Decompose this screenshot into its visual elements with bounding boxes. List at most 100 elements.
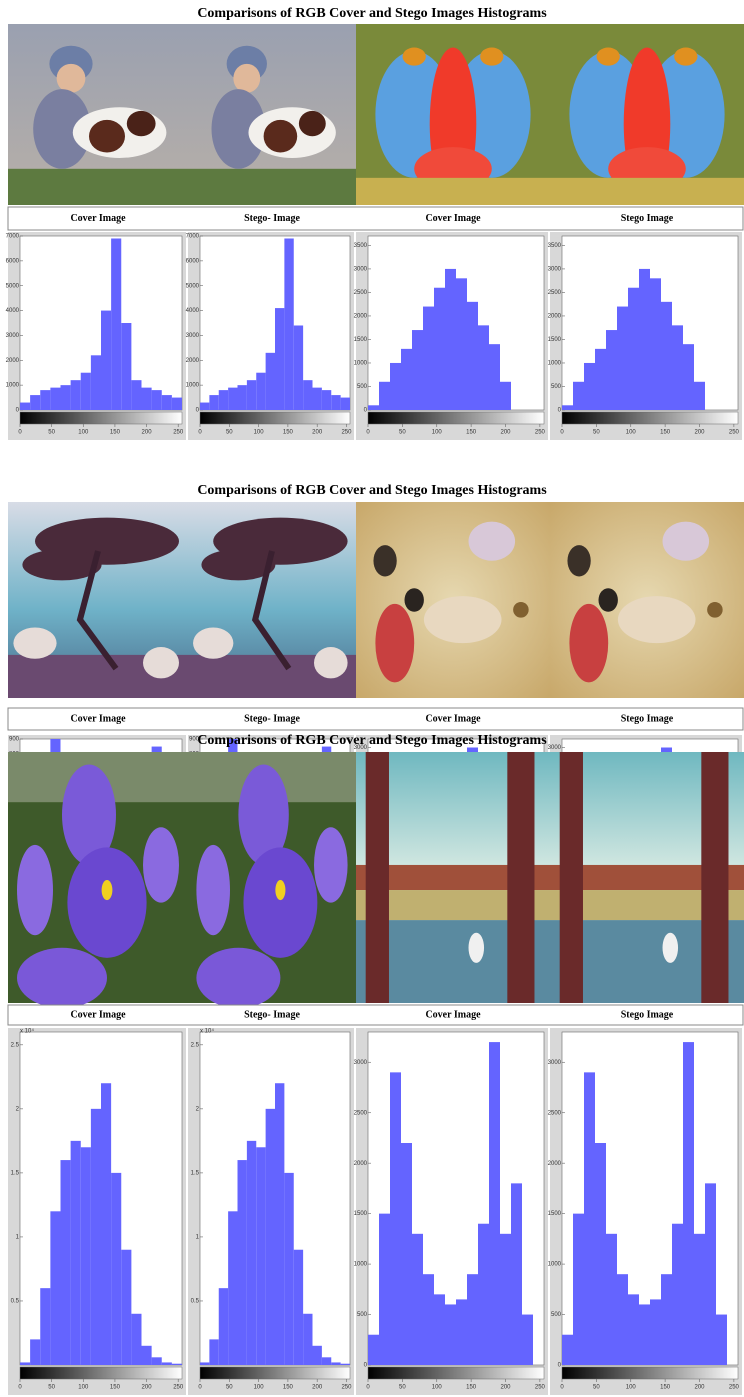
x-tick-label: 0 (560, 1385, 564, 1391)
histogram-bar (390, 1072, 401, 1365)
x-tick-label: 200 (500, 430, 511, 436)
photo-region (193, 627, 234, 659)
panel-title: Cover Image (425, 713, 481, 724)
x-tick-label: 200 (312, 1385, 323, 1391)
histogram-bar (284, 238, 294, 410)
histogram-bar (20, 402, 31, 410)
photo-region (211, 89, 266, 169)
histogram-bar (90, 355, 101, 410)
y-tick-label: 0.5 (191, 1299, 200, 1305)
histogram-bar (200, 402, 210, 410)
photo-region (674, 47, 698, 66)
histogram-bar (151, 1357, 162, 1365)
histogram-bar (412, 330, 423, 410)
histogram-bar (661, 1274, 672, 1365)
histogram-bar (661, 301, 672, 410)
histogram-bar (131, 380, 142, 410)
histogram-bar (30, 1339, 41, 1365)
x-tick-label: 100 (254, 1385, 265, 1391)
y-tick-label: 5000 (186, 283, 200, 289)
histogram-bar (628, 287, 639, 410)
y-tick-label: 2000 (186, 358, 200, 364)
histogram-bar (562, 1334, 573, 1365)
histogram-bar (321, 1357, 332, 1365)
histogram-bar (573, 381, 584, 410)
histogram-bar (111, 1172, 122, 1365)
histogram-bar (401, 348, 412, 410)
gray-scale-bar (19, 411, 183, 425)
histogram-bar (467, 1274, 478, 1365)
label-bar (7, 206, 744, 231)
photo-region (662, 932, 679, 963)
x-tick-label: 100 (432, 430, 443, 436)
histogram-bar (101, 310, 112, 410)
x-tick-label: 150 (110, 430, 121, 436)
photo-region (365, 752, 389, 1003)
histogram-bar (639, 268, 650, 410)
photo-region (251, 550, 292, 671)
histogram-bar (379, 1213, 390, 1365)
histogram-bar (50, 387, 61, 410)
y-tick-label: 2000 (6, 358, 20, 364)
y-tick-label: 500 (551, 384, 562, 390)
photo-region (67, 847, 147, 958)
photo-region (188, 168, 356, 205)
y-tick-label: 2.5 (191, 1042, 200, 1048)
gray-scale-bar (19, 1366, 183, 1380)
y-tick-label: 2000 (548, 314, 562, 320)
y-tick-label: 1500 (548, 1211, 562, 1217)
x-tick-label: 100 (78, 1385, 89, 1391)
histogram-bar (200, 1362, 210, 1365)
histogram-bar (90, 1108, 101, 1365)
x-tick-label: 250 (173, 430, 184, 436)
y-tick-label: 500 (357, 384, 368, 390)
histogram-bar (265, 352, 275, 410)
histogram-bar (60, 1160, 71, 1365)
x-tick-label: 50 (48, 1385, 55, 1391)
y-tick-label: 1000 (186, 383, 200, 389)
histogram-bar (500, 1233, 511, 1365)
histogram-bar (423, 1274, 434, 1365)
x-tick-label: 200 (142, 430, 153, 436)
photo-region (468, 521, 516, 561)
histogram-bar (379, 381, 390, 410)
photo-region (314, 827, 348, 903)
histogram-bar (562, 405, 573, 410)
panel-title: Cover Image (70, 713, 126, 724)
x-tick-label: 50 (226, 430, 233, 436)
histogram-bar (573, 1213, 584, 1365)
y-tick-label: 500 (551, 1312, 562, 1318)
x-tick-label: 0 (18, 430, 22, 436)
x-tick-label: 150 (283, 430, 294, 436)
y-tick-label: 1.5 (11, 1170, 20, 1176)
photo-region (76, 550, 119, 671)
y-tick-label: 4000 (186, 308, 200, 314)
histogram-bar (111, 238, 122, 410)
histogram-bar (584, 362, 595, 410)
x-tick-label: 150 (660, 1385, 671, 1391)
label-bar (7, 1004, 744, 1026)
y-tick-label: 900 (189, 737, 200, 743)
histogram-bar (275, 1083, 285, 1365)
histogram-bar (228, 1211, 238, 1365)
histogram-bar (694, 1233, 705, 1365)
figure-title: Comparisons of RGB Cover and Stego Image… (197, 483, 547, 498)
y-tick-label: 1000 (548, 1262, 562, 1268)
photo-region (143, 647, 179, 679)
x-tick-label: 150 (466, 430, 477, 436)
x-tick-label: 0 (366, 430, 370, 436)
histogram-bar (511, 1183, 522, 1365)
y-tick-label: 2.5 (11, 1042, 20, 1048)
photo-region (196, 947, 281, 1009)
y-tick-label: 2500 (548, 290, 562, 296)
photo-region (480, 47, 504, 66)
gray-scale-bar (561, 411, 739, 425)
histogram-bar (312, 387, 322, 410)
y-tick-label: 0 (16, 408, 20, 414)
x-tick-label: 50 (593, 1385, 600, 1391)
histogram-bar (683, 344, 694, 410)
histogram-bar (303, 1313, 313, 1365)
histogram-bar (650, 1299, 661, 1365)
photo-region (33, 89, 91, 169)
histogram-bar (80, 372, 91, 410)
